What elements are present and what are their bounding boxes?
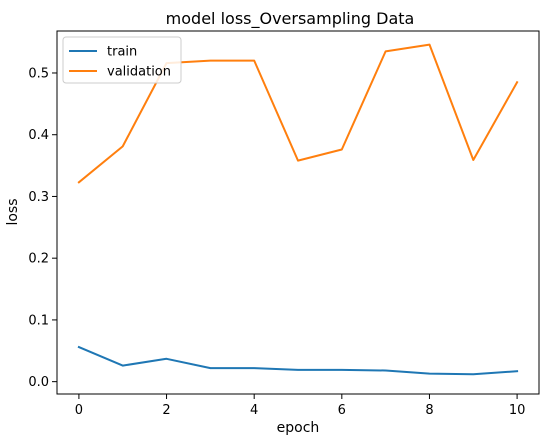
y-tick-label: 0.0: [28, 375, 49, 390]
x-tick-label: 8: [425, 403, 433, 418]
y-axis-label: loss: [5, 198, 21, 225]
series-line-train: [77, 345, 519, 376]
x-tick-label: 2: [162, 403, 170, 418]
x-tick-label: 6: [338, 403, 346, 418]
plot-lines: [77, 43, 519, 376]
y-tick-label: 0.1: [28, 313, 49, 328]
legend-label-validation: validation: [107, 65, 171, 80]
series-line-validation: [77, 43, 519, 184]
y-tick-label: 0.4: [28, 128, 49, 143]
y-tick-label: 0.5: [28, 66, 49, 81]
legend: train validation: [62, 36, 182, 84]
legend-label-train: train: [107, 45, 137, 60]
x-tick-label: 0: [75, 403, 83, 418]
chart-title: model loss_Oversampling Data: [166, 9, 415, 29]
x-axis-label: epoch: [277, 420, 320, 436]
x-axis-ticks: 0 2 4 6 8 10: [75, 394, 526, 418]
x-tick-label: 10: [509, 403, 526, 418]
x-tick-label: 4: [250, 403, 258, 418]
plot-frame: [56, 30, 540, 395]
y-axis-ticks: 0.0 0.1 0.2 0.3 0.4 0.5: [28, 66, 57, 390]
y-tick-label: 0.3: [28, 190, 49, 205]
y-tick-label: 0.2: [28, 252, 49, 267]
